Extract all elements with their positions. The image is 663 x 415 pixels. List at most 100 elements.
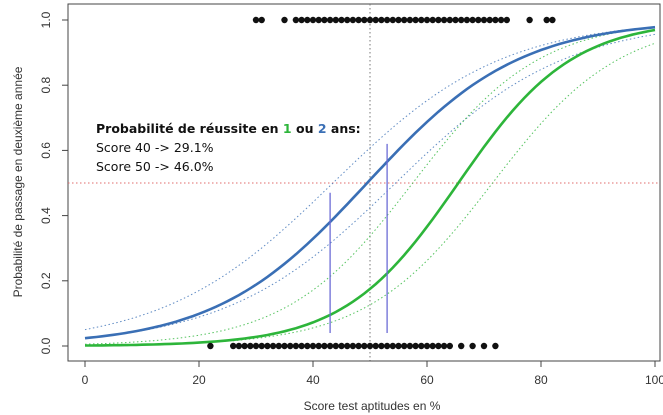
- data-point-pass: [406, 16, 414, 24]
- data-point-pass: [315, 16, 322, 24]
- data-point-pass: [355, 16, 362, 24]
- data-point-fail: [406, 342, 414, 350]
- curve-series-2: [85, 28, 656, 347]
- y-axis-title: Probabilité de passage en deuxième année: [11, 66, 25, 297]
- data-point-pass: [458, 16, 465, 24]
- data-point-fail: [372, 342, 379, 350]
- observation-points: [207, 16, 556, 350]
- data-point-pass: [338, 16, 345, 24]
- data-point-fail: [264, 342, 271, 350]
- data-point-pass: [349, 16, 357, 24]
- x-tick-label: 80: [534, 373, 548, 387]
- data-point-fail: [252, 342, 260, 350]
- ci-line-series-2-2: [84, 42, 656, 346]
- x-tick-label: 60: [420, 373, 434, 387]
- annotation-line2: Score 50 -> 46.0%: [96, 159, 214, 174]
- data-point-fail: [247, 342, 254, 350]
- data-point-fail: [440, 342, 448, 350]
- data-point-pass: [344, 16, 351, 24]
- data-point-fail: [287, 342, 294, 350]
- data-point-fail: [298, 342, 305, 350]
- annotation-title: Probabilité de réussite en 1 ou 2 ans:: [96, 121, 361, 136]
- reference-lines: [68, 4, 660, 361]
- data-point-fail: [383, 342, 391, 350]
- x-tick-label: 40: [306, 373, 320, 387]
- data-point-pass: [440, 16, 448, 24]
- annotation-box: Probabilité de réussite en 1 ou 2 ans: S…: [96, 121, 361, 174]
- x-tick-label: 0: [82, 373, 89, 387]
- data-point-pass: [543, 16, 550, 24]
- data-point-fail: [338, 342, 345, 350]
- confidence-interval-lines: [84, 26, 656, 346]
- x-tick-label: 100: [645, 373, 663, 387]
- data-point-pass: [395, 16, 402, 24]
- data-point-pass: [463, 16, 471, 24]
- data-point-pass: [372, 16, 379, 24]
- data-point-pass: [309, 16, 317, 24]
- y-tick-label: 1.0: [39, 11, 53, 28]
- data-point-fail: [458, 342, 465, 350]
- y-tick-label: 0.0: [39, 337, 53, 354]
- data-point-fail: [230, 342, 237, 350]
- annotation-line1: Score 40 -> 29.1%: [96, 140, 214, 155]
- data-point-pass: [252, 16, 260, 24]
- data-point-pass: [389, 16, 396, 24]
- data-point-fail: [355, 342, 362, 350]
- data-point-fail: [281, 342, 288, 350]
- data-point-pass: [378, 16, 385, 24]
- score-marker-lines: [329, 143, 388, 333]
- data-point-fail: [269, 342, 277, 350]
- data-point-fail: [292, 342, 300, 350]
- data-point-fail: [361, 342, 368, 350]
- data-point-pass: [480, 16, 488, 24]
- y-tick-label: 0.4: [39, 207, 53, 224]
- data-point-pass: [429, 16, 436, 24]
- data-point-fail: [304, 342, 311, 350]
- data-point-fail: [469, 342, 476, 350]
- data-point-fail: [401, 342, 408, 350]
- data-point-pass: [418, 16, 425, 24]
- data-point-pass: [475, 16, 482, 24]
- annotation-prefix: Probabilité de réussite en: [96, 121, 283, 136]
- data-point-pass: [383, 16, 391, 24]
- data-point-fail: [412, 342, 419, 350]
- data-point-pass: [503, 16, 510, 24]
- data-point-fail: [275, 342, 282, 350]
- data-point-pass: [321, 16, 328, 24]
- data-point-fail: [480, 342, 488, 350]
- data-point-fail: [446, 342, 453, 350]
- data-point-pass: [366, 16, 374, 24]
- data-point-fail: [435, 342, 442, 350]
- data-point-pass: [526, 16, 533, 24]
- data-point-fail: [344, 342, 351, 350]
- data-point-fail: [395, 342, 402, 350]
- data-point-pass: [497, 16, 505, 24]
- data-point-pass: [412, 16, 419, 24]
- data-point-pass: [326, 16, 334, 24]
- data-point-pass: [469, 16, 476, 24]
- data-point-pass: [401, 16, 408, 24]
- data-point-fail: [235, 342, 243, 350]
- data-point-fail: [326, 342, 334, 350]
- data-point-fail: [207, 342, 214, 350]
- annotation-two: 2: [318, 121, 327, 136]
- data-point-fail: [418, 342, 425, 350]
- data-point-fail: [309, 342, 317, 350]
- data-point-pass: [332, 16, 339, 24]
- data-point-pass: [492, 16, 499, 24]
- data-point-pass: [452, 16, 459, 24]
- data-point-fail: [366, 342, 374, 350]
- data-point-pass: [292, 16, 300, 24]
- data-point-fail: [492, 342, 499, 350]
- annotation-or: ou: [292, 121, 318, 136]
- data-point-fail: [332, 342, 339, 350]
- data-point-pass: [298, 16, 305, 24]
- axes: 0 20 40 60 80 100 0.0 0.2 0.4 0.6 0.8 1.0: [39, 11, 663, 387]
- y-tick-label: 0.8: [39, 77, 53, 94]
- data-point-pass: [258, 16, 265, 24]
- data-point-fail: [258, 342, 265, 350]
- data-point-fail: [423, 342, 431, 350]
- data-point-fail: [378, 342, 385, 350]
- data-point-pass: [281, 16, 288, 24]
